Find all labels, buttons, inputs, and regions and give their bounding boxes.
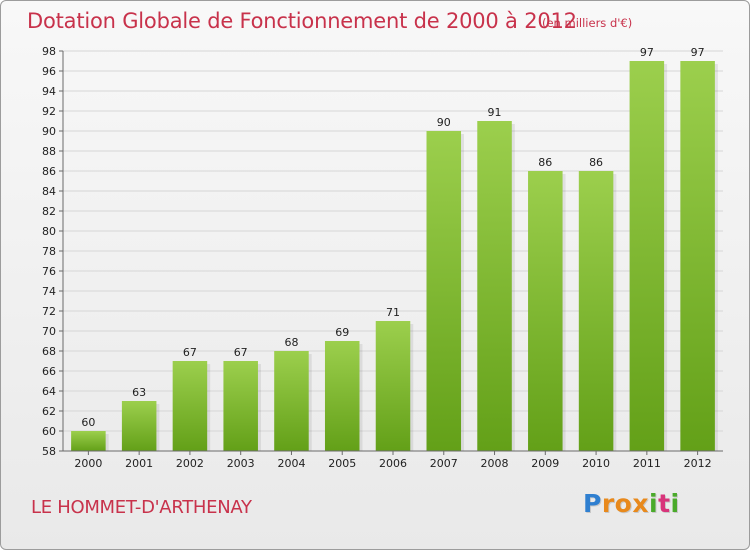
- y-tick-label: 94: [42, 85, 56, 98]
- y-tick-label: 82: [42, 205, 56, 218]
- x-tick-label: 2004: [277, 457, 305, 470]
- y-tick-label: 72: [42, 305, 56, 318]
- data-label: 60: [81, 416, 95, 429]
- logo-letter: o: [614, 489, 633, 518]
- bar: [477, 121, 512, 451]
- y-tick-label: 98: [42, 45, 56, 58]
- y-tick-label: 86: [42, 165, 56, 178]
- y-tick-label: 64: [42, 385, 56, 398]
- data-label: 67: [183, 346, 197, 359]
- bar: [629, 61, 665, 451]
- logo-letter: t: [658, 489, 671, 518]
- data-label: 97: [691, 46, 705, 59]
- data-label: 86: [589, 156, 603, 169]
- bar: [578, 171, 614, 451]
- bar: [223, 361, 258, 451]
- data-label: 63: [132, 386, 146, 399]
- data-label: 67: [234, 346, 248, 359]
- data-label: 71: [386, 306, 400, 319]
- y-tick-label: 66: [42, 365, 56, 378]
- x-tick-label: 2005: [328, 457, 356, 470]
- x-tick-label: 2008: [481, 457, 509, 470]
- y-tick-label: 60: [42, 425, 56, 438]
- y-tick-label: 84: [42, 185, 56, 198]
- y-tick-label: 70: [42, 325, 56, 338]
- bar: [680, 61, 715, 451]
- chart-title: Dotation Globale de Fonctionnement de 20…: [27, 9, 577, 33]
- x-tick-label: 2001: [125, 457, 153, 470]
- bar: [528, 171, 563, 451]
- x-tick-label: 2010: [582, 457, 610, 470]
- y-tick-label: 88: [42, 145, 56, 158]
- logo-letter: P: [583, 489, 602, 518]
- y-tick-label: 80: [42, 225, 56, 238]
- x-tick-label: 2012: [684, 457, 712, 470]
- y-tick-label: 92: [42, 105, 56, 118]
- y-tick-label: 74: [42, 285, 56, 298]
- bar: [71, 431, 106, 451]
- data-label: 69: [335, 326, 349, 339]
- y-tick-label: 78: [42, 245, 56, 258]
- data-label: 86: [538, 156, 552, 169]
- logo-letter: i: [649, 489, 659, 518]
- y-tick-label: 90: [42, 125, 56, 138]
- logo-letter: r: [601, 489, 615, 518]
- x-tick-label: 2006: [379, 457, 407, 470]
- x-tick-label: 2000: [74, 457, 102, 470]
- y-tick-label: 58: [42, 445, 56, 458]
- proxiti-logo: Proxiti: [583, 489, 680, 518]
- bar: [121, 401, 157, 451]
- y-tick-label: 76: [42, 265, 56, 278]
- bar: [426, 131, 462, 451]
- x-tick-label: 2002: [176, 457, 204, 470]
- bar: [375, 321, 411, 451]
- bar: [172, 361, 208, 451]
- x-tick-label: 2007: [430, 457, 458, 470]
- data-label: 97: [640, 46, 654, 59]
- y-tick-label: 62: [42, 405, 56, 418]
- x-tick-label: 2009: [531, 457, 559, 470]
- logo-letter: x: [632, 489, 649, 518]
- bar: [324, 341, 360, 451]
- commune-name: LE HOMMET-D'ARTHENAY: [31, 497, 252, 518]
- data-label: 91: [488, 106, 502, 119]
- x-tick-label: 2003: [227, 457, 255, 470]
- chart-subtitle: (en milliers d'€): [542, 16, 633, 30]
- data-label: 90: [437, 116, 451, 129]
- logo-letter: i: [670, 489, 680, 518]
- y-tick-label: 68: [42, 345, 56, 358]
- y-tick-label: 96: [42, 65, 56, 78]
- x-tick-label: 2011: [633, 457, 661, 470]
- data-label: 68: [284, 336, 298, 349]
- bar: [274, 351, 309, 451]
